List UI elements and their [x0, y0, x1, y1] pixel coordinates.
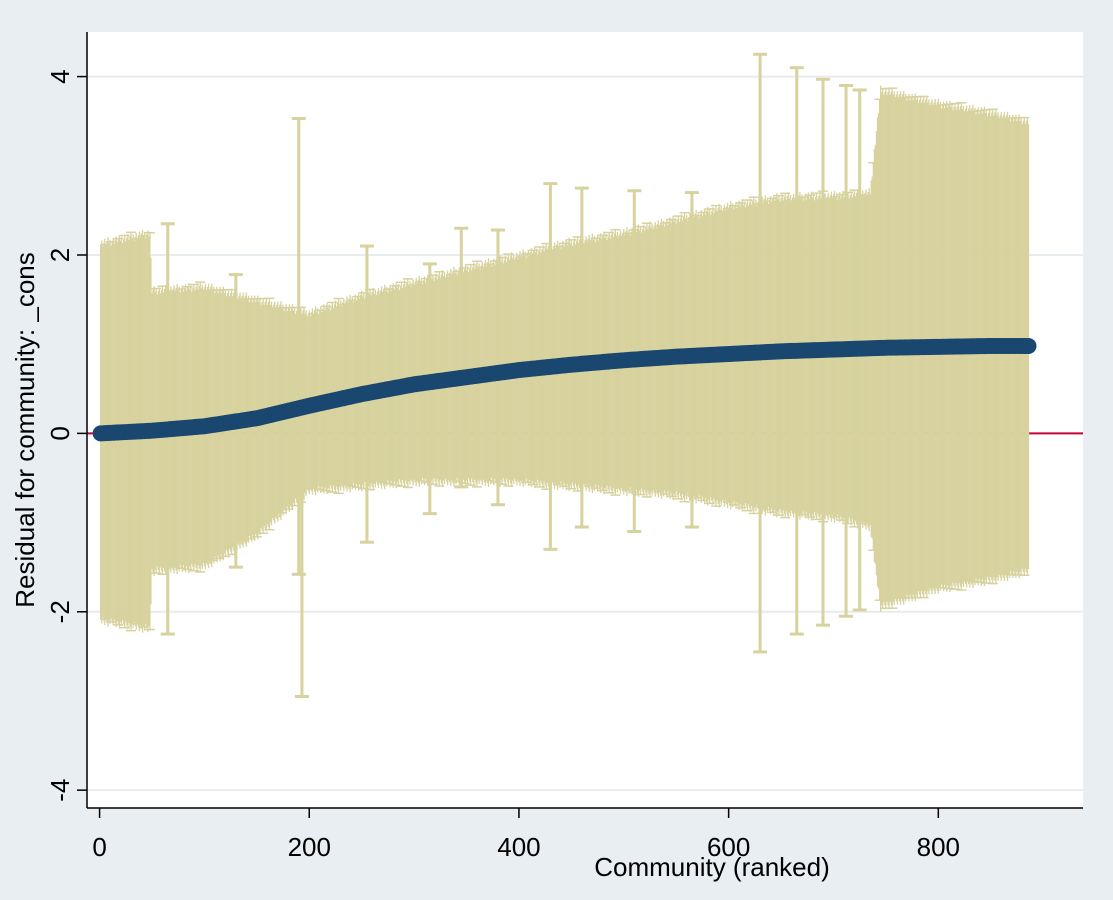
residual-point	[1020, 337, 1037, 354]
x-tick-label: 800	[917, 832, 960, 862]
y-tick-label: 0	[45, 426, 75, 440]
residual-markers	[92, 337, 1037, 442]
x-tick-label: 400	[497, 832, 540, 862]
y-tick-label: -2	[45, 600, 75, 623]
y-ticks: -4 -2 0 2 4	[45, 69, 87, 802]
x-tick-label: 600	[707, 832, 750, 862]
y-tick-label: 4	[45, 69, 75, 83]
y-tick-label: -4	[45, 779, 75, 802]
x-tick-label: 200	[288, 832, 331, 862]
x-axis-title: Community (ranked)	[594, 852, 830, 882]
axes	[86, 32, 1083, 809]
x-tick-label: 0	[92, 832, 106, 862]
y-tick-label: 2	[45, 248, 75, 262]
y-axis-title: Residual for community: _cons	[10, 252, 40, 607]
x-ticks: 0 200 400 600 800	[92, 808, 960, 862]
